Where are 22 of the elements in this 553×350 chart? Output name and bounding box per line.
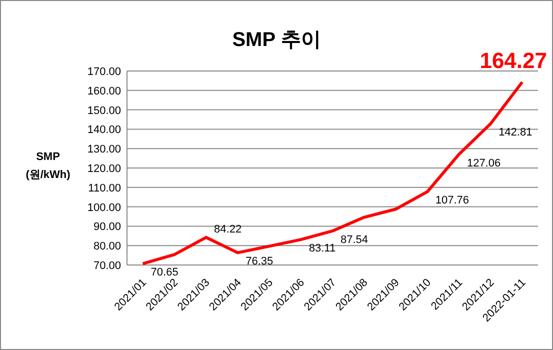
y-tick-label: 100.00 xyxy=(87,202,121,214)
data-label: 87.54 xyxy=(340,234,368,246)
data-label: 107.76 xyxy=(435,194,469,207)
data-label: 164.27 xyxy=(480,48,547,74)
y-tick-label: 70.00 xyxy=(93,260,121,272)
data-label: 83.11 xyxy=(308,242,336,255)
y-tick-label: 150.00 xyxy=(87,104,121,117)
y-tick-label: 110.00 xyxy=(88,182,121,194)
y-tick-label: 120.00 xyxy=(87,163,121,175)
y-tick-label: 140.00 xyxy=(87,124,121,136)
y-tick-label: 170.00 xyxy=(87,66,121,78)
chart-title: SMP 추이 xyxy=(232,29,321,51)
data-label: 84.22 xyxy=(214,223,242,236)
data-label: 142.81 xyxy=(498,126,532,139)
y-axis-title: SMP (원/kWh) xyxy=(26,151,71,181)
data-label: 70.65 xyxy=(150,266,178,279)
y-tick-label: 130.00 xyxy=(87,144,121,156)
data-label: 127.06 xyxy=(466,157,501,170)
y-tick-label: 80.00 xyxy=(93,240,121,253)
data-label: 76.35 xyxy=(246,256,274,268)
y-tick-label: 90.00 xyxy=(93,221,121,234)
y-tick-label: 160.00 xyxy=(87,85,121,98)
